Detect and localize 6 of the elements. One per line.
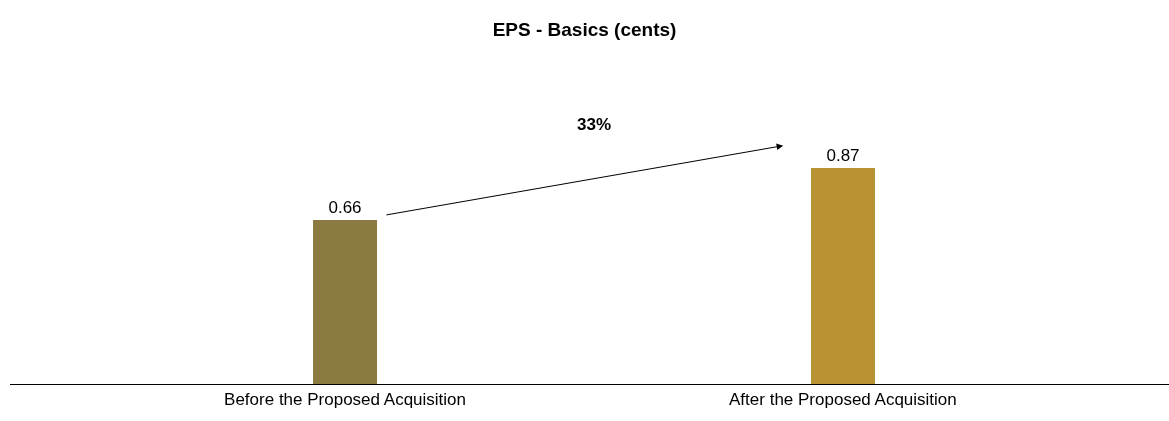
x-tick-label: After the Proposed Acquisition — [729, 390, 957, 410]
x-tick-label: Before the Proposed Acquisition — [224, 390, 467, 410]
data-label: 0.66 — [328, 198, 362, 217]
chart-title: EPS - Basics (cents) — [492, 19, 677, 41]
text: 33% — [577, 115, 612, 134]
data-label: 0.87 — [826, 146, 860, 165]
